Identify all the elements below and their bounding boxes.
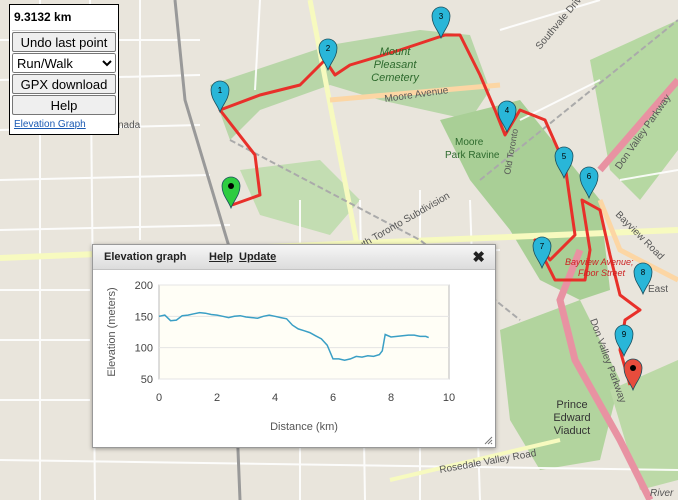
- x-tick-label: 8: [388, 392, 394, 404]
- viaduct-label-1: Prince: [556, 399, 587, 411]
- valley-area: [500, 300, 620, 470]
- don-valley-parkway: [556, 248, 654, 500]
- route-marker-3[interactable]: 3: [431, 6, 451, 40]
- svg-text:3: 3: [439, 12, 444, 21]
- close-icon[interactable]: ✖: [472, 249, 485, 266]
- y-tick-label: 200: [135, 280, 153, 292]
- route-marker-2[interactable]: 2: [318, 38, 338, 72]
- svg-text:2: 2: [326, 44, 331, 53]
- y-tick-label: 50: [141, 374, 153, 386]
- svg-text:1: 1: [218, 86, 223, 95]
- rail-east: [479, 19, 678, 181]
- y-tick-label: 100: [135, 343, 153, 355]
- cemetery-area: [210, 30, 490, 140]
- route-marker-9[interactable]: 9: [614, 324, 634, 358]
- x-tick-label: 4: [272, 392, 278, 404]
- elevation-graph-link[interactable]: Elevation Graph: [14, 119, 86, 130]
- svg-text:7: 7: [540, 242, 545, 251]
- gpx-download-button[interactable]: GPX download: [12, 74, 116, 94]
- mount-pleasant-road: [307, 0, 363, 261]
- elevation-dialog: Elevation graph Help Update ✖ 50 100 150 20…: [92, 244, 496, 448]
- bayview-label-2: Floor Street: [578, 268, 626, 278]
- undo-last-point-button[interactable]: Undo last point: [12, 32, 116, 52]
- end-marker[interactable]: [623, 358, 643, 392]
- start-marker[interactable]: [221, 176, 241, 210]
- bayview-road: [597, 199, 678, 283]
- valley-area-south: [610, 360, 678, 490]
- don-valley-parkway-north: [597, 77, 678, 173]
- x-axis-label: Distance (km): [270, 421, 338, 433]
- svg-text:4: 4: [505, 106, 510, 115]
- elevation-chart: 50 100 150 200 0 2 4 6 8 10 Distance (km) Elevat…: [106, 280, 455, 433]
- route-control-panel: 9.3132 km Undo last point Run/Walk GPX d…: [9, 4, 119, 135]
- y-tick-label: 150: [135, 311, 153, 323]
- grid-lines: [159, 284, 449, 380]
- ravine-area: [440, 100, 610, 300]
- y-tick-labels: 50 100 150 200: [135, 280, 153, 386]
- route-marker-8[interactable]: 8: [633, 262, 653, 296]
- help-button[interactable]: Help: [12, 95, 116, 115]
- park-small: [240, 160, 360, 235]
- dialog-help-link[interactable]: Help: [209, 251, 233, 263]
- x-tick-label: 10: [443, 392, 455, 404]
- moore-park-label-2: Park Ravine: [445, 150, 500, 161]
- cemetery-label-2: Pleasant: [374, 59, 418, 71]
- svg-text:9: 9: [622, 330, 627, 339]
- activity-mode-select[interactable]: Run/Walk: [12, 53, 116, 73]
- x-tick-label: 0: [156, 392, 162, 404]
- viaduct-label-2: Edward: [553, 412, 590, 424]
- dialog-title: Elevation graph: [104, 251, 187, 263]
- route-marker-6[interactable]: 6: [579, 166, 599, 200]
- route-marker-5[interactable]: 5: [554, 146, 574, 180]
- svg-text:6: 6: [587, 172, 592, 181]
- east-label: East: [648, 284, 668, 295]
- dialog-update-link[interactable]: Update: [239, 251, 277, 263]
- moore-park-label-1: Moore: [455, 137, 484, 148]
- dialog-header[interactable]: Elevation graph Help Update ✖: [93, 245, 495, 270]
- svg-text:5: 5: [562, 152, 567, 161]
- bayview-label-1: Bayview Avenue;: [565, 257, 634, 267]
- cemetery-label-1: Mount: [380, 46, 412, 58]
- route-marker-4[interactable]: 4: [497, 100, 517, 134]
- route-path[interactable]: [218, 33, 642, 386]
- distance-readout: 9.3132 km: [12, 7, 116, 31]
- resize-handle-icon[interactable]: [483, 435, 493, 445]
- y-axis-label: Elevation (meters): [106, 287, 118, 376]
- svg-text:Bayview Avenue;Floor Street: Bayview Avenue; Floor Street: [565, 257, 634, 278]
- viaduct-label-3: Viaduct: [554, 425, 591, 437]
- elevation-series-line: [158, 311, 429, 361]
- route-marker-1[interactable]: 1: [210, 80, 230, 114]
- route-markers[interactable]: 1 2 3 4 5 6 7 8 9: [210, 6, 653, 392]
- x-tick-label: 6: [330, 392, 336, 404]
- moore-avenue-road: [329, 82, 501, 103]
- svg-text:8: 8: [641, 268, 646, 277]
- x-tick-label: 2: [214, 392, 220, 404]
- canada-label: nada: [118, 120, 141, 131]
- x-tick-labels: 0 2 4 6 8 10: [156, 392, 455, 404]
- route-marker-7[interactable]: 7: [532, 236, 552, 270]
- rosedale-valley-road: [389, 438, 561, 482]
- cemetery-label-3: Cemetery: [371, 72, 420, 84]
- river-label: River: [650, 488, 674, 499]
- plot-area: [158, 284, 450, 380]
